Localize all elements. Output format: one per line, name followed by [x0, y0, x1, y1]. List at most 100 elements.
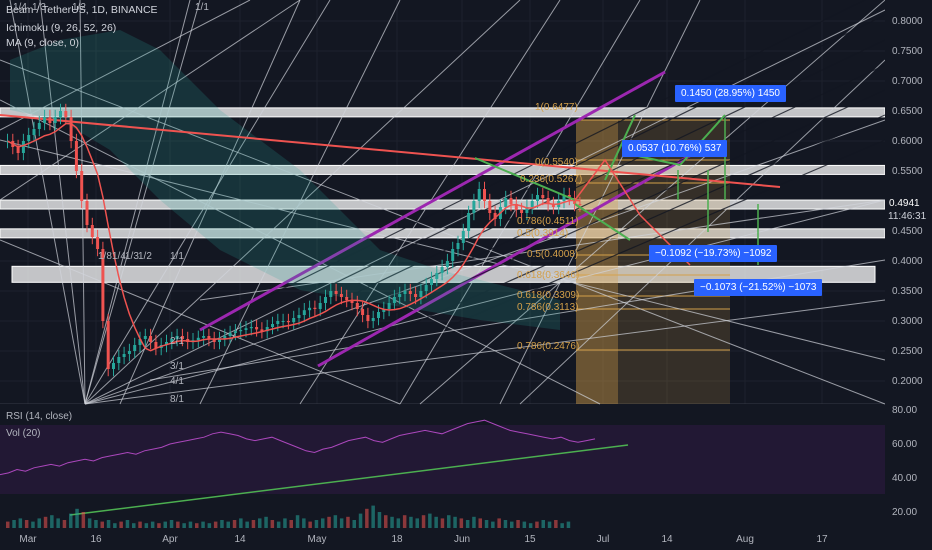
measure-box-4[interactable]: −0.1073 (−21.52%) −1073 — [694, 279, 823, 296]
candle — [440, 267, 444, 273]
candle — [461, 231, 465, 243]
ichimoku-legend[interactable]: Ichimoku (9, 26, 52, 26) — [6, 22, 117, 34]
candle — [239, 330, 243, 332]
volume-bar — [339, 518, 344, 528]
gann-label: 1/3 — [32, 2, 46, 13]
candle — [345, 297, 349, 300]
volume-bar — [478, 518, 482, 528]
gann-label: 3/1 — [170, 361, 184, 372]
time-tick: 15 — [524, 534, 536, 545]
volume-bar — [377, 512, 382, 528]
volume-bar — [541, 520, 545, 528]
candle — [292, 318, 296, 323]
candle — [154, 342, 158, 348]
volume-bar — [150, 521, 155, 528]
candle — [117, 357, 121, 363]
gann-ray — [84, 0, 331, 405]
candle — [32, 129, 36, 135]
volume-bar — [69, 513, 73, 528]
candle — [488, 201, 492, 213]
volume-bar — [207, 523, 212, 528]
candle — [80, 171, 84, 201]
candle — [96, 237, 100, 249]
volume-bar — [182, 523, 186, 528]
rsi-tick: 60.00 — [892, 439, 917, 450]
volume-bar — [201, 521, 205, 528]
candle — [223, 336, 227, 339]
candle — [541, 195, 545, 198]
candles — [6, 103, 582, 377]
volume-bar — [258, 518, 262, 528]
price-tick: 0.7500 — [892, 46, 923, 57]
vol-legend[interactable]: Vol (20) — [6, 428, 41, 439]
projection-line — [474, 157, 576, 201]
candle — [165, 342, 168, 345]
channel-inner-line — [349, 64, 886, 316]
candle — [536, 195, 539, 201]
rsi-tick: 80.00 — [892, 405, 917, 416]
channel-inner-line — [259, 0, 867, 301]
volume-bar — [163, 521, 167, 528]
volume-bar — [100, 521, 104, 528]
candle — [546, 198, 550, 204]
volume-bar — [75, 508, 79, 528]
candle — [59, 111, 62, 117]
ma-legend[interactable]: MA (9, close, 0) — [6, 37, 79, 49]
volume-bar — [220, 520, 224, 528]
measure-box-1[interactable]: 0.1450 (28.95%) 1450 — [675, 85, 786, 102]
volume-bar — [176, 521, 180, 528]
price-tick: 0.4000 — [892, 256, 923, 267]
volume-bar — [365, 508, 369, 528]
volume-bar — [245, 521, 249, 528]
price-tick: 0.3500 — [892, 286, 923, 297]
ma-line — [7, 122, 580, 352]
candle — [265, 327, 269, 332]
gann-ray — [84, 0, 521, 405]
rsi-legend[interactable]: RSI (14, close) — [6, 411, 73, 422]
volume-bar — [94, 520, 98, 528]
volume-bar — [308, 521, 312, 528]
volume-bar — [554, 520, 558, 528]
volume-bar — [465, 520, 470, 528]
candle — [244, 328, 248, 330]
fib-zone — [618, 120, 730, 404]
volume-bar — [560, 523, 564, 528]
candle — [398, 294, 402, 297]
measure-box-2[interactable]: 0.0537 (10.76%) 537 — [622, 140, 728, 157]
volume-bar — [522, 521, 527, 528]
time-tick: Apr — [162, 534, 178, 545]
ma-path — [7, 122, 580, 352]
volume-bar — [434, 516, 438, 528]
gann-label: 1/4 — [13, 2, 27, 13]
volume-bar — [157, 523, 161, 528]
volume-bar — [472, 516, 476, 528]
fib-label: 0.618(0.3309) — [517, 290, 580, 301]
candle — [218, 339, 221, 342]
volume-bar — [56, 518, 60, 528]
last-price-tag: 0.4941 — [885, 196, 932, 210]
time-axis-bg — [0, 528, 932, 550]
candle — [85, 201, 89, 225]
candle — [271, 324, 274, 327]
candle — [202, 336, 206, 338]
gann-label: 1/2 — [138, 251, 152, 262]
volume-bar — [566, 521, 571, 528]
volume-bar — [24, 520, 29, 528]
candle — [313, 307, 317, 309]
channel-upper — [199, 70, 666, 332]
candle — [74, 141, 78, 171]
rsi-line — [0, 419, 629, 516]
gann-label: 1/3 — [125, 251, 139, 262]
gann-label: 4/1 — [170, 376, 184, 387]
candle — [467, 213, 471, 231]
gann-ray — [399, 0, 641, 405]
ichimoku-cloud — [0, 30, 781, 330]
candle — [170, 339, 174, 342]
candle — [387, 303, 391, 309]
candle — [403, 291, 407, 294]
price-tick: 0.8000 — [892, 16, 923, 27]
measure-box-3[interactable]: −0.1092 (−19.73%) −1092 — [649, 245, 778, 262]
volume-bar — [295, 515, 300, 528]
